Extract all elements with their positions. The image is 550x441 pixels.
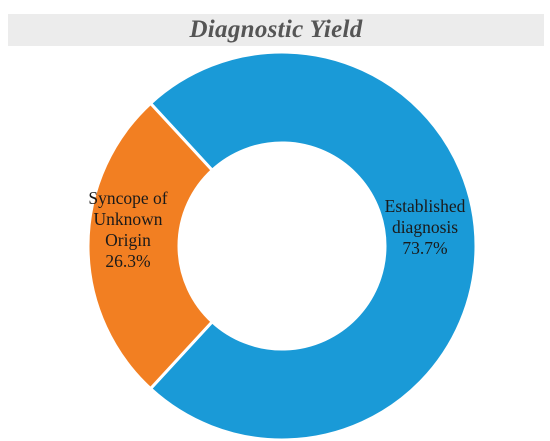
chart-title-bar: Diagnostic Yield <box>8 14 544 46</box>
donut-slice-established-diagnosis <box>148 50 478 441</box>
slice-label-line: 26.3% <box>105 251 150 271</box>
slice-label-line: Unknown <box>93 209 162 229</box>
slice-label-line: Origin <box>105 230 151 250</box>
slice-label-line: Established <box>385 196 466 216</box>
slice-label-established-diagnosis: Established diagnosis 73.7% <box>385 196 466 258</box>
slice-label-syncope-unknown-origin: Syncope of Unknown Origin 26.3% <box>88 188 167 271</box>
chart-title: Diagnostic Yield <box>189 16 363 43</box>
slice-label-line: diagnosis <box>392 217 458 237</box>
donut-slice-syncope-unknown-origin <box>86 101 215 391</box>
slice-label-line: 73.7% <box>402 238 447 258</box>
slice-label-line: Syncope of <box>88 188 167 208</box>
